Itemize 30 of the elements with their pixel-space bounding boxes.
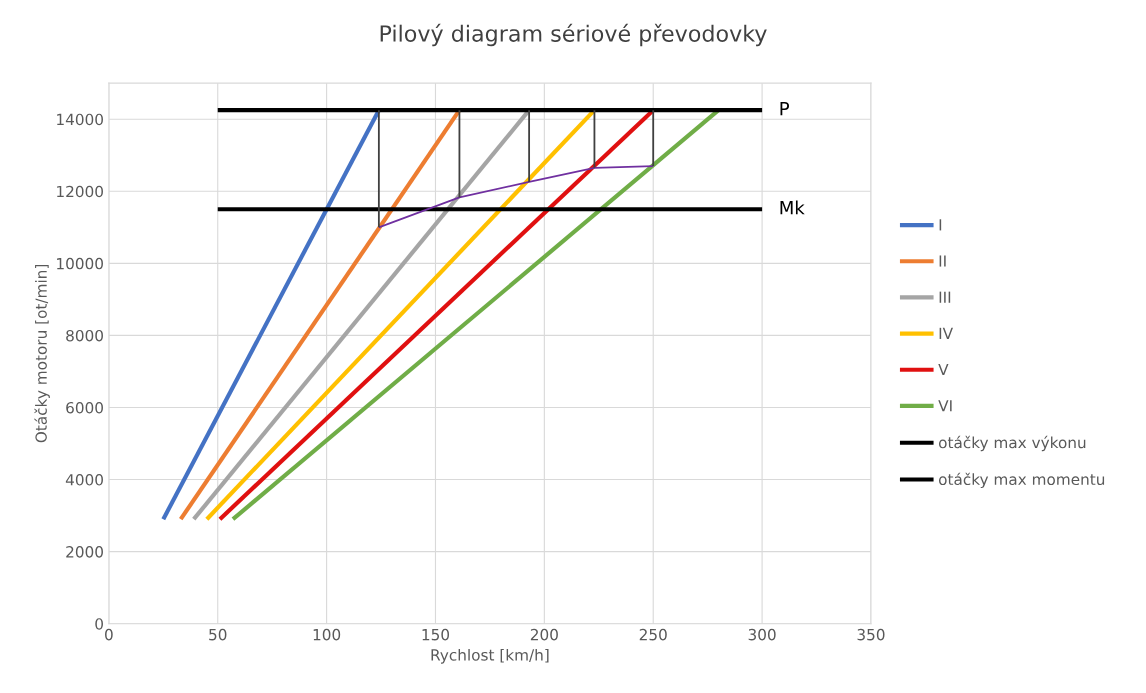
x-tick-label: 350: [857, 628, 885, 641]
y-tick-label: 10000: [57, 257, 103, 270]
x-tick-label: 0: [105, 628, 113, 641]
legend-label: VI: [938, 400, 952, 412]
annotation: Mk: [780, 200, 805, 215]
legend-label: II: [939, 255, 946, 267]
line-series: [377, 165, 655, 229]
legend-label: V: [938, 363, 949, 376]
x-axis-title: Rychlost [km/h]: [431, 648, 549, 664]
legend-label: IV: [939, 327, 953, 339]
x-tick-label: 150: [422, 628, 450, 641]
legend-label: otáčky max momentu: [938, 472, 1105, 489]
y-axis-title: Otáčky motoru [ot/min]: [34, 264, 50, 443]
x-tick-label: 50: [209, 628, 227, 641]
y-tick-label: 14000: [57, 113, 103, 126]
y-tick-label: 6000: [66, 401, 103, 414]
y-tick-label: 2000: [66, 546, 103, 558]
legend-label: otáčky max výkonu: [938, 435, 1086, 452]
x-tick-label: 200: [530, 628, 558, 641]
annotation: P: [780, 102, 790, 116]
y-tick-label: 8000: [66, 329, 103, 342]
chart-title: Pilový diagram sériové převodovky: [380, 23, 767, 47]
y-tick-label: 12000: [57, 185, 103, 198]
x-tick-label: 100: [313, 628, 341, 641]
x-tick-label: 250: [639, 628, 667, 641]
legend-label: I: [939, 219, 942, 231]
x-tick-label: 300: [748, 628, 776, 641]
y-tick-label: 0: [95, 618, 103, 630]
y-tick-label: 4000: [65, 474, 103, 486]
legend-label: III: [939, 291, 951, 303]
